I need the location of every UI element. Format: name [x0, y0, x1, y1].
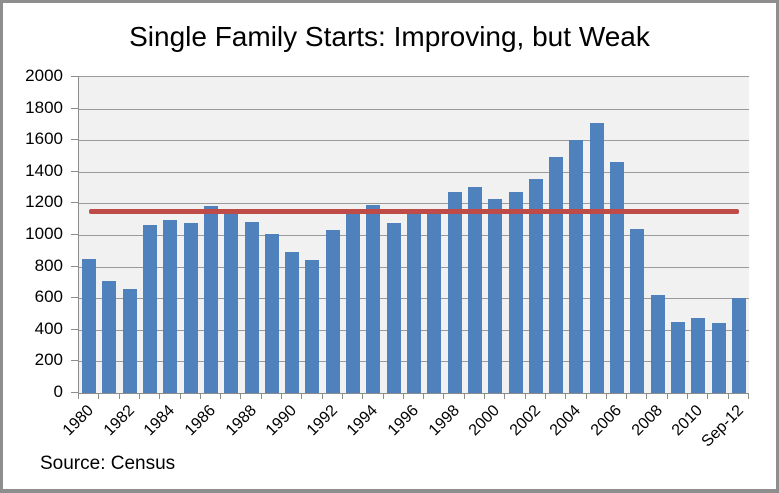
x-axis-tick: [464, 393, 465, 399]
x-axis-tick: [484, 393, 485, 399]
y-axis-label: 200: [34, 350, 63, 369]
y-axis-label: 400: [34, 319, 63, 338]
y-axis-label: 1400: [25, 161, 63, 180]
x-axis-tick: [362, 393, 363, 399]
bar: [102, 281, 116, 393]
y-axis-tick: [71, 139, 78, 140]
x-axis-tick: [525, 393, 526, 399]
bar: [529, 179, 543, 393]
bar: [366, 205, 380, 393]
x-axis-tick: [687, 393, 688, 399]
gridline: [79, 109, 749, 110]
y-axis-tick: [71, 234, 78, 235]
bar: [732, 298, 746, 393]
y-axis-label: 1000: [25, 224, 63, 243]
bar: [610, 162, 624, 393]
bar: [265, 234, 279, 393]
x-axis-tick: [423, 393, 424, 399]
y-axis-tick: [71, 329, 78, 330]
bar: [427, 214, 441, 393]
x-axis-tick: [301, 393, 302, 399]
x-axis-tick: [200, 393, 201, 399]
bar: [346, 214, 360, 393]
y-axis-label: 600: [34, 287, 63, 306]
x-axis-tick: [646, 393, 647, 399]
y-axis-tick: [71, 202, 78, 203]
bar: [204, 206, 218, 393]
bar: [651, 295, 665, 393]
bar: [468, 187, 482, 393]
y-axis-tick: [71, 297, 78, 298]
y-axis-tick: [71, 76, 78, 77]
bar: [163, 220, 177, 393]
bar: [305, 260, 319, 393]
y-axis-label: 0: [53, 382, 63, 401]
bar: [326, 230, 340, 393]
x-axis-tick: [728, 393, 729, 399]
x-axis-tick: [98, 393, 99, 399]
bar: [285, 252, 299, 393]
bar: [448, 192, 462, 393]
reference-line: [89, 209, 739, 214]
x-axis-tick: [220, 393, 221, 399]
bar: [549, 157, 563, 393]
bar: [184, 223, 198, 393]
x-axis-tick: [78, 393, 79, 399]
bar: [569, 140, 583, 393]
bar: [245, 222, 259, 393]
y-axis-tick: [71, 171, 78, 172]
bar: [509, 192, 523, 393]
x-axis-tick: [565, 393, 566, 399]
x-axis-tick: [443, 393, 444, 399]
bar: [82, 259, 96, 393]
x-axis-tick: [504, 393, 505, 399]
bar: [671, 322, 685, 393]
bar: [387, 223, 401, 393]
y-axis-tick: [71, 360, 78, 361]
x-axis-tick: [606, 393, 607, 399]
plot-area: [78, 76, 749, 394]
x-axis-tick: [586, 393, 587, 399]
bar: [488, 199, 502, 393]
bar: [123, 289, 137, 393]
x-axis-tick: [626, 393, 627, 399]
x-axis-tick: [545, 393, 546, 399]
x-axis-tick: [667, 393, 668, 399]
gridline: [79, 140, 749, 141]
bar: [143, 225, 157, 393]
y-axis-tick: [71, 266, 78, 267]
gridline: [79, 172, 749, 173]
y-axis-tick: [71, 392, 78, 393]
gridline: [79, 203, 749, 204]
x-axis-tick: [119, 393, 120, 399]
y-axis-label: 1800: [25, 98, 63, 117]
y-axis-label: 2000: [25, 66, 63, 85]
source-note: Source: Census: [40, 453, 176, 474]
x-axis-tick: [261, 393, 262, 399]
x-axis-tick: [180, 393, 181, 399]
x-axis-tick: [322, 393, 323, 399]
x-axis-tick: [139, 393, 140, 399]
y-axis-label: 800: [34, 256, 63, 275]
bar: [590, 123, 604, 393]
bar: [630, 229, 644, 393]
y-axis-label: 1600: [25, 129, 63, 148]
bar: [407, 211, 421, 393]
y-axis-tick: [71, 108, 78, 109]
x-axis-tick: [281, 393, 282, 399]
x-axis-tick: [240, 393, 241, 399]
bar: [712, 323, 726, 393]
x-axis-tick: [748, 393, 749, 399]
bar: [691, 318, 705, 393]
x-axis-tick: [403, 393, 404, 399]
x-axis-tick: [342, 393, 343, 399]
x-axis-tick: [383, 393, 384, 399]
y-axis-label: 1200: [25, 192, 63, 211]
x-axis-tick: [707, 393, 708, 399]
x-axis-tick: [159, 393, 160, 399]
chart-title: Single Family Starts: Improving, but Wea…: [129, 21, 650, 52]
bar: [224, 213, 238, 393]
